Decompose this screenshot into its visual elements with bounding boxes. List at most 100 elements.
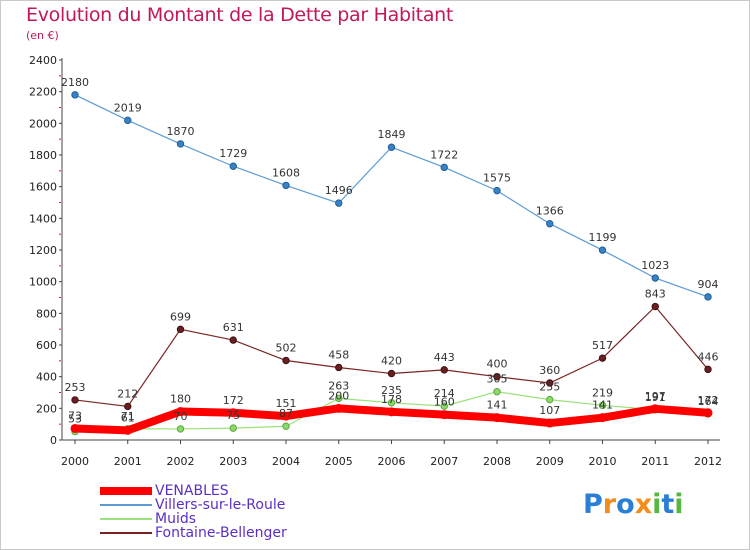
data-point-fontaine-bellenger[interactable] — [282, 356, 290, 365]
legend-swatch-villers-sur-le-roule — [100, 504, 152, 506]
y-tick-label: 1600 — [29, 181, 57, 194]
legend-swatch-fontaine-bellenger — [100, 532, 152, 534]
data-label-villers-sur-le-roule: 1575 — [483, 172, 511, 185]
y-tick-label: 200 — [36, 402, 57, 415]
legend-item-venables[interactable]: VENABLES — [100, 483, 420, 499]
data-point-muids[interactable] — [176, 425, 185, 433]
data-label-fontaine-bellenger: 502 — [276, 342, 297, 355]
data-point-muids[interactable] — [440, 402, 448, 410]
data-label-venables: 151 — [276, 397, 297, 410]
data-point-venables[interactable] — [492, 413, 502, 423]
data-point-venables[interactable] — [176, 407, 185, 416]
data-point-muids[interactable] — [493, 388, 501, 396]
x-tick-label: 2010 — [589, 455, 617, 468]
chart-subtitle: (en €) — [26, 29, 59, 42]
data-point-venables[interactable] — [70, 423, 80, 433]
legend-item-villers-sur-le-roule[interactable]: Villers-sur-le-Roule — [100, 497, 420, 513]
data-point-muids[interactable] — [282, 422, 290, 430]
data-point-villers-sur-le-roule[interactable] — [546, 220, 554, 228]
data-point-venables[interactable] — [334, 403, 344, 413]
x-tick-label: 2005 — [325, 455, 353, 468]
data-point-villers-sur-le-roule[interactable] — [124, 116, 132, 125]
data-point-fontaine-bellenger[interactable] — [651, 302, 659, 311]
x-tick-label: 2007 — [430, 455, 458, 468]
data-label-venables: 141 — [592, 399, 613, 412]
data-point-villers-sur-le-roule[interactable] — [704, 293, 712, 301]
data-point-villers-sur-le-roule[interactable] — [71, 91, 79, 99]
data-label-villers-sur-le-roule: 1722 — [430, 148, 458, 161]
data-point-fontaine-bellenger[interactable] — [546, 379, 554, 387]
data-point-villers-sur-le-roule[interactable] — [176, 140, 185, 148]
data-point-fontaine-bellenger[interactable] — [176, 325, 185, 334]
data-point-fontaine-bellenger[interactable] — [71, 396, 79, 404]
data-point-muids[interactable] — [335, 394, 343, 403]
data-point-fontaine-bellenger[interactable] — [124, 402, 132, 411]
logo-letter: x — [634, 489, 653, 520]
data-label-villers-sur-le-roule: 1729 — [219, 147, 247, 160]
data-label-muids: 255 — [539, 381, 560, 394]
data-label-fontaine-bellenger: 400 — [487, 358, 508, 371]
data-point-villers-sur-le-roule[interactable] — [493, 186, 501, 195]
legend-item-fontaine-bellenger[interactable]: Fontaine-Bellenger — [100, 525, 420, 541]
logo-letter: t — [661, 489, 675, 520]
x-tick-label: 2003 — [219, 455, 247, 468]
data-label-muids: 70 — [174, 410, 188, 423]
data-point-villers-sur-le-roule[interactable] — [229, 162, 237, 170]
data-point-villers-sur-le-roule[interactable] — [282, 181, 290, 190]
data-point-muids[interactable] — [229, 424, 237, 432]
data-point-fontaine-bellenger[interactable] — [598, 354, 607, 362]
data-label-villers-sur-le-roule: 1849 — [378, 128, 406, 141]
data-point-villers-sur-le-roule[interactable] — [651, 274, 659, 282]
y-tick-label: 600 — [36, 339, 57, 352]
legend-item-muids[interactable]: Muids — [100, 511, 420, 527]
data-point-fontaine-bellenger[interactable] — [440, 366, 448, 374]
data-point-venables[interactable] — [598, 413, 607, 423]
data-point-villers-sur-le-roule[interactable] — [335, 199, 343, 207]
data-label-fontaine-bellenger: 699 — [170, 310, 191, 323]
data-point-fontaine-bellenger[interactable] — [229, 336, 237, 344]
data-label-villers-sur-le-roule: 1023 — [641, 259, 669, 272]
data-point-venables[interactable] — [387, 407, 396, 417]
data-label-venables: 180 — [170, 393, 191, 406]
data-point-fontaine-bellenger[interactable] — [493, 372, 501, 381]
series-lines — [70, 91, 713, 436]
data-label-muids: 219 — [592, 386, 613, 399]
data-point-venables[interactable] — [703, 408, 713, 418]
data-label-fontaine-bellenger: 360 — [539, 364, 560, 377]
y-tick-label: 1800 — [29, 149, 57, 162]
data-point-venables[interactable] — [439, 410, 449, 420]
data-label-venables: 178 — [381, 393, 402, 406]
data-point-venables[interactable] — [123, 425, 133, 435]
data-point-fontaine-bellenger[interactable] — [704, 365, 712, 374]
legend-swatch-venables — [100, 487, 152, 495]
data-point-fontaine-bellenger[interactable] — [335, 363, 343, 372]
data-label-fontaine-bellenger: 843 — [645, 288, 666, 301]
logo-letter: i — [652, 489, 662, 520]
data-point-venables[interactable] — [228, 408, 238, 418]
y-tick-label: 0 — [50, 434, 57, 447]
data-point-venables[interactable] — [545, 418, 555, 428]
data-point-venables[interactable] — [281, 411, 291, 421]
data-point-muids[interactable] — [546, 395, 554, 404]
data-label-villers-sur-le-roule: 1608 — [272, 166, 300, 179]
y-tick-label: 800 — [36, 307, 57, 320]
data-point-villers-sur-le-roule[interactable] — [387, 143, 396, 151]
data-label-venables: 160 — [434, 396, 455, 409]
logo-letter: r — [602, 489, 617, 520]
legend: VENABLES Villers-sur-le-Roule Muids Font… — [100, 483, 420, 541]
data-label-muids: 87 — [279, 407, 293, 420]
data-label-villers-sur-le-roule: 1870 — [167, 125, 195, 138]
data-label-fontaine-bellenger: 631 — [223, 321, 244, 334]
legend-swatch-muids — [100, 518, 152, 520]
data-point-muids[interactable] — [387, 399, 396, 407]
logo-letter: o — [616, 489, 635, 520]
data-point-muids[interactable] — [598, 401, 607, 410]
data-label-villers-sur-le-roule: 904 — [698, 278, 719, 291]
data-point-villers-sur-le-roule[interactable] — [440, 163, 448, 172]
data-label-venables: 141 — [487, 399, 508, 412]
data-point-villers-sur-le-roule[interactable] — [598, 246, 607, 254]
data-point-fontaine-bellenger[interactable] — [387, 369, 396, 378]
data-point-venables[interactable] — [650, 404, 660, 414]
y-tick-label: 1200 — [29, 244, 57, 257]
